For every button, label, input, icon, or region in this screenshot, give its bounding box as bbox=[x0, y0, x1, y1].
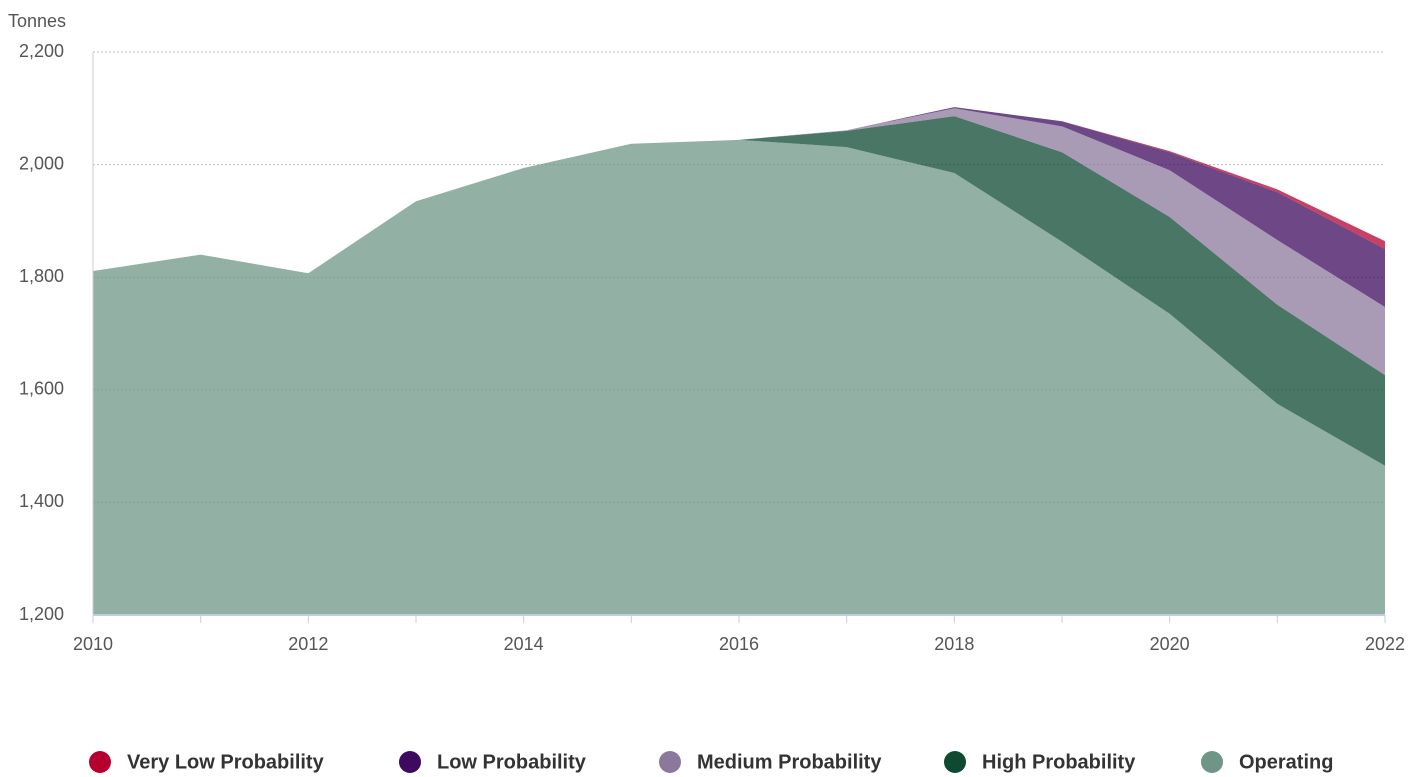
x-tick-label: 2020 bbox=[1150, 634, 1190, 654]
legend-marker bbox=[944, 751, 966, 773]
legend-text: High Probability bbox=[982, 751, 1136, 773]
y-tick-label: 1,400 bbox=[19, 491, 64, 511]
legend-marker bbox=[399, 751, 421, 773]
area bbox=[93, 139, 1385, 615]
y-tick-label: 1,600 bbox=[19, 379, 64, 399]
x-tick-label: 2010 bbox=[73, 634, 113, 654]
y-tick-label: 1,800 bbox=[19, 266, 64, 286]
legend-marker bbox=[89, 751, 111, 773]
x-tick-label: 2018 bbox=[934, 634, 974, 654]
x-tick-label: 2016 bbox=[719, 634, 759, 654]
legend-text: Operating bbox=[1239, 751, 1333, 773]
y-tick-label: 2,200 bbox=[19, 41, 64, 61]
y-tick-label: 1,200 bbox=[19, 604, 64, 624]
x-tick-label: 2014 bbox=[504, 634, 544, 654]
x-tick-label: 2022 bbox=[1365, 634, 1405, 654]
legend-text: Low Probability bbox=[437, 751, 587, 773]
legend-marker bbox=[1201, 751, 1223, 773]
x-tick-label: 2012 bbox=[288, 634, 328, 654]
area bbox=[93, 116, 1385, 466]
legend-marker bbox=[659, 751, 681, 773]
y-tick-label: 2,000 bbox=[19, 153, 64, 173]
y-axis-label: Tonnes bbox=[8, 11, 66, 31]
legend-text: Very Low Probability bbox=[127, 751, 325, 773]
legend-text: Medium Probability bbox=[697, 751, 882, 773]
